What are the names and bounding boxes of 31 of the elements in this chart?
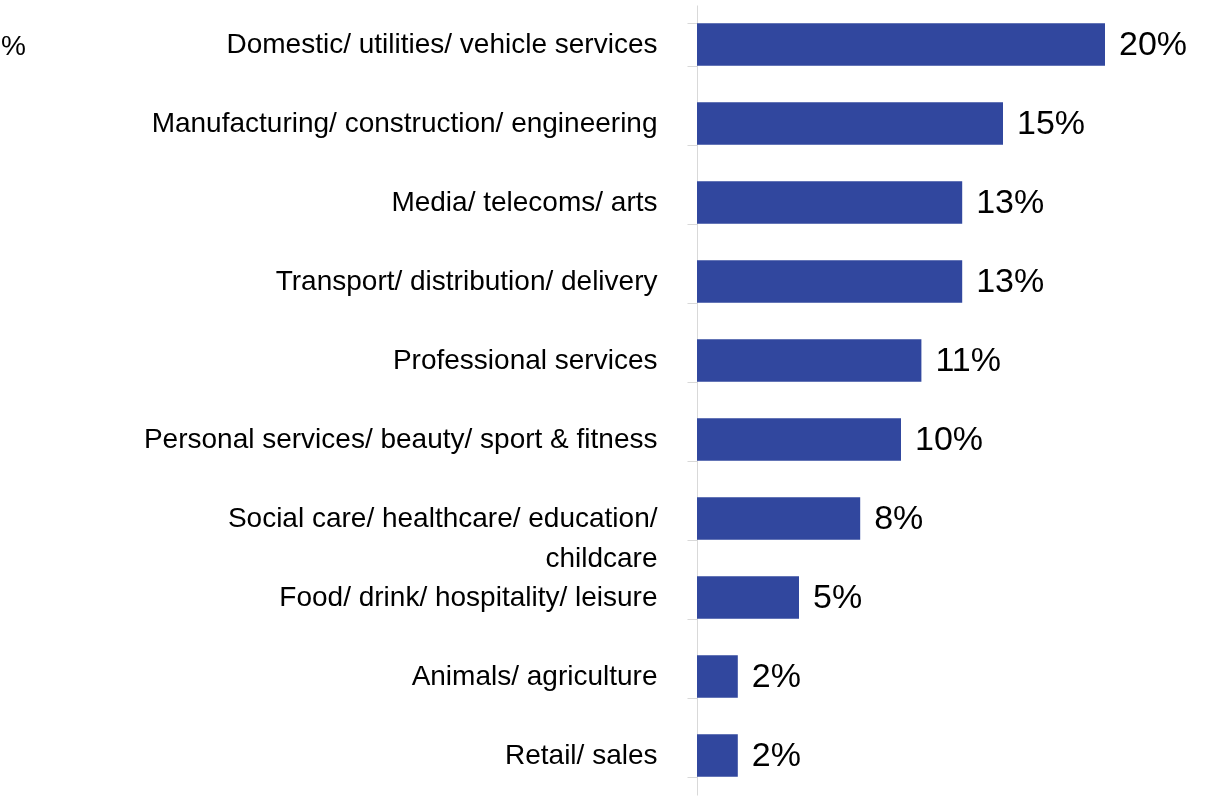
y-tick-label: Transport/ distribution/ delivery [275, 265, 658, 296]
y-tick-label: Professional services [392, 344, 658, 375]
y-tick-label: Animals/ agriculture [411, 660, 658, 691]
y-tick-label: Manufacturing/ construction/ engineering [151, 107, 658, 138]
data-label: 11% [935, 339, 1001, 378]
bar [697, 23, 1105, 66]
data-label: 8% [874, 497, 924, 536]
bar [697, 576, 799, 619]
y-tick-label: Retail/ sales [504, 739, 658, 770]
bar [697, 260, 963, 303]
bar [697, 339, 922, 382]
data-label: 15% [1017, 102, 1086, 141]
data-label: 13% [976, 260, 1045, 299]
bar [697, 418, 901, 461]
bar [697, 734, 738, 777]
data-label: 13% [976, 181, 1045, 220]
bar [697, 655, 738, 698]
text: % [1, 30, 26, 61]
data-label: 20% [1119, 23, 1188, 62]
data-label: 5% [813, 576, 863, 615]
y-tick-label: Food/ drink/ hospitality/ leisure [279, 581, 658, 612]
data-label: 2% [751, 734, 801, 773]
y-tick-label: Media/ telecoms/ arts [391, 186, 658, 217]
bar [697, 181, 963, 224]
y-tick-label: Domestic/ utilities/ vehicle services [226, 28, 658, 59]
bar [697, 497, 861, 540]
bar [697, 102, 1003, 145]
y-tick-label: Personal services/ beauty/ sport & fitness [143, 423, 658, 454]
data-label: 2% [751, 655, 801, 694]
y-tick-label: Social care/ healthcare/ education/ childcare [227, 502, 658, 573]
data-label: 10% [915, 418, 984, 457]
